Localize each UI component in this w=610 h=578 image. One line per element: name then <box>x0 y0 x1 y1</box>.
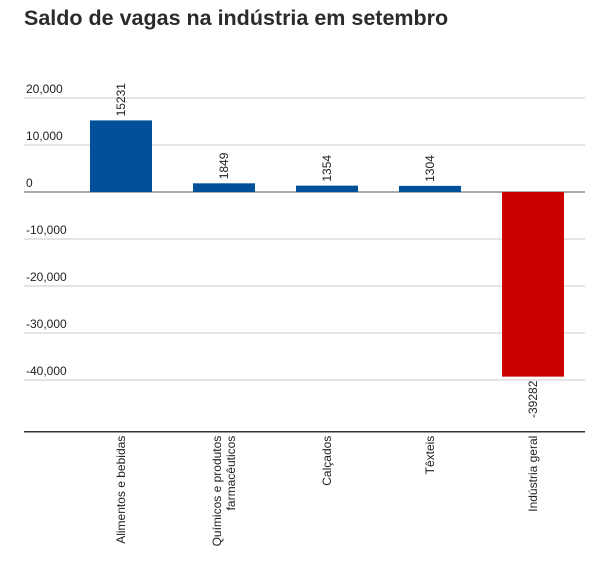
x-tick-label: Químicos e produtosfarmacêuticos <box>210 436 238 547</box>
data-labels: 15231 1849 1354 1304 -39282 <box>114 83 540 418</box>
y-tick-label: 0 <box>26 176 33 190</box>
data-label: 15231 <box>114 83 128 117</box>
y-tick-label: -10,000 <box>26 223 67 237</box>
y-axis-ticks: 20,000 10,000 0 -10,000 -20,000 -30,000 -40,00… <box>26 82 67 378</box>
bar <box>399 185 461 192</box>
x-axis-ticks: Alimentos e bebidas Químicos e produtosfa… <box>114 436 540 547</box>
data-label: -39282 <box>526 380 540 418</box>
y-tick-label: 20,000 <box>26 82 63 96</box>
y-tick-label: -40,000 <box>26 364 67 378</box>
bar <box>296 185 358 192</box>
chart-title: Saldo de vagas na indústria em setembro <box>24 6 449 30</box>
data-label: 1849 <box>217 152 231 179</box>
x-tick-label: Indústria geral <box>526 436 540 512</box>
y-tick-label: 10,000 <box>26 129 63 143</box>
x-tick-label: Alimentos e bebidas <box>114 436 128 544</box>
y-tick-label: -30,000 <box>26 317 67 331</box>
bars <box>90 120 564 377</box>
bar <box>193 183 255 192</box>
y-tick-label: -20,000 <box>26 270 67 284</box>
bar <box>90 120 152 192</box>
x-tick-label: Calçados <box>320 436 334 486</box>
data-label: 1354 <box>320 155 334 182</box>
bar <box>502 192 564 377</box>
data-label: 1304 <box>423 155 437 182</box>
x-tick-label: Têxteis <box>423 436 437 475</box>
